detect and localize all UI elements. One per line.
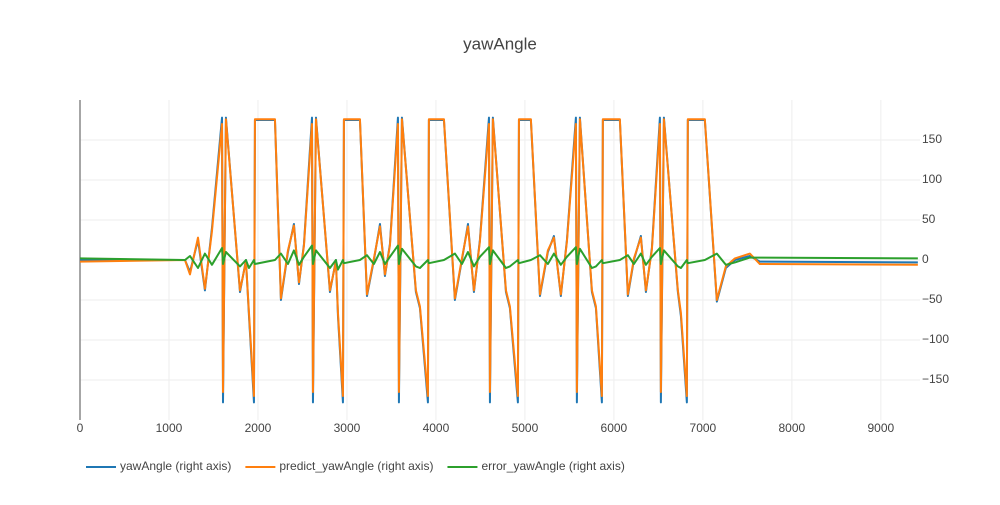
x-tick-label: 6000 xyxy=(601,421,628,435)
y-tick-label: −50 xyxy=(922,292,943,306)
y-tick-label: 150 xyxy=(922,132,942,146)
legend-label: predict_yawAngle (right axis) xyxy=(279,459,433,473)
x-tick-label: 5000 xyxy=(512,421,539,435)
x-tick-label: 2000 xyxy=(245,421,272,435)
x-tick-label: 7000 xyxy=(690,421,717,435)
y-tick-label: 50 xyxy=(922,212,936,226)
chart-title: yawAngle xyxy=(463,34,537,53)
x-tick-label: 1000 xyxy=(156,421,183,435)
x-tick-label: 9000 xyxy=(867,421,894,435)
x-tick-label: 4000 xyxy=(423,421,450,435)
series-line xyxy=(79,244,918,271)
y-tick-label: 100 xyxy=(922,172,942,186)
y-tick-label: −100 xyxy=(922,332,949,346)
y-tick-label: −150 xyxy=(922,372,949,386)
legend-label: yawAngle (right axis) xyxy=(120,459,231,473)
x-tick-label: 3000 xyxy=(334,421,361,435)
x-tick-label: 8000 xyxy=(779,421,806,435)
legend-label: error_yawAngle (right axis) xyxy=(481,459,624,473)
series-line xyxy=(79,118,918,397)
y-tick-label: 0 xyxy=(922,252,929,266)
x-tick-label: 0 xyxy=(77,421,84,435)
